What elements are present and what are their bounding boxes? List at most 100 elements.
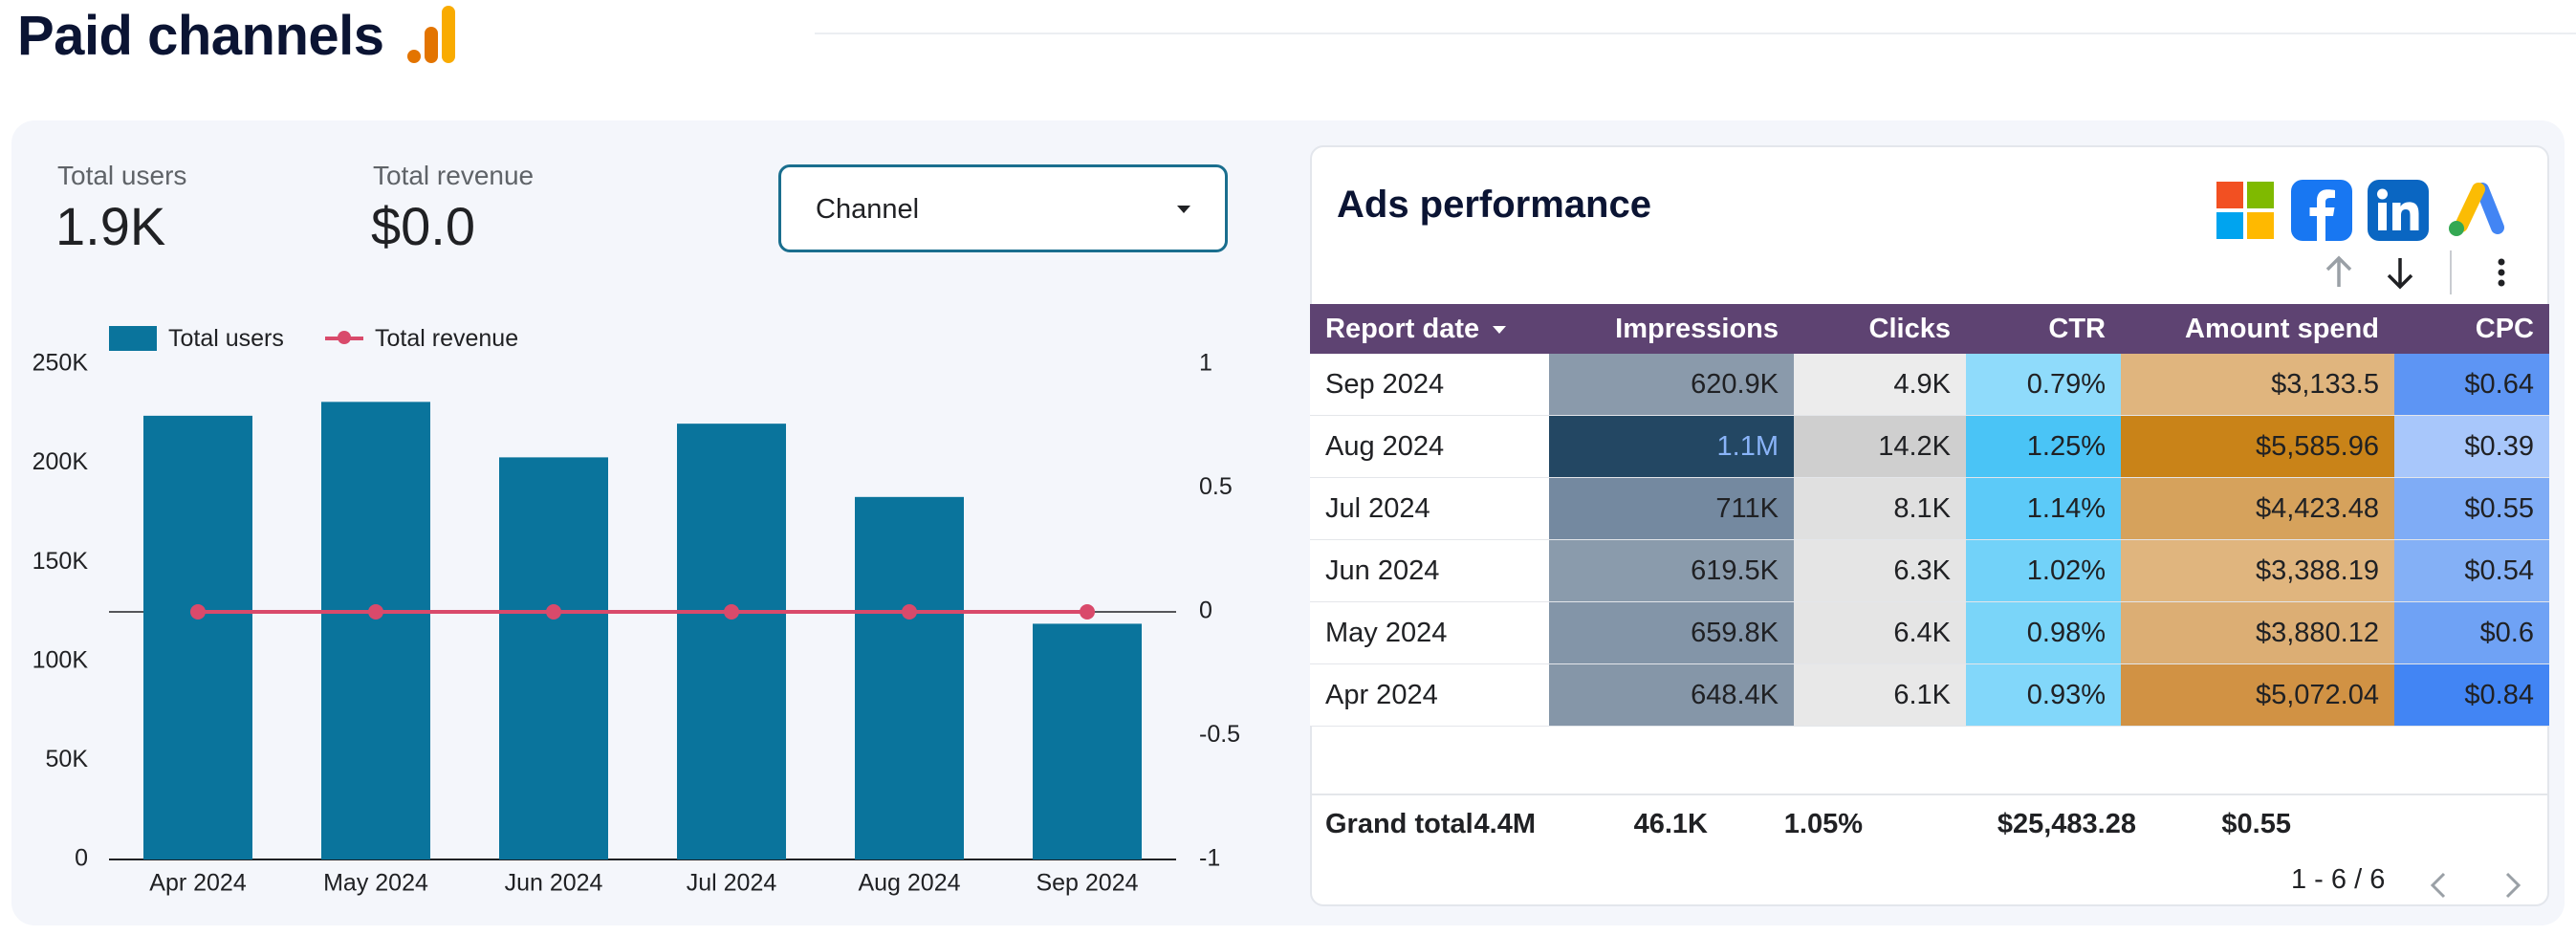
column-header-report-date[interactable]: Report date	[1310, 304, 1549, 354]
bar-total-users	[677, 424, 786, 859]
table-row: May 2024 659.8K 6.4K 0.98% $3,880.12 $0.6	[1310, 601, 2549, 664]
point-total-revenue	[724, 604, 739, 620]
channel-dropdown-label: Channel	[816, 194, 920, 225]
y-left-tick-label: 0	[75, 845, 88, 872]
column-header-ctr[interactable]: CTR	[1966, 304, 2121, 354]
cell-spend: $5,585.96	[2121, 415, 2394, 478]
cell-clicks: 14.2K	[1794, 415, 1966, 478]
grand-total-label: Grand total	[1325, 809, 1474, 839]
y-left-tick-label: 150K	[33, 548, 89, 575]
table-row: Sep 2024 620.9K 4.9K 0.79% $3,133.5 $0.64	[1310, 354, 2549, 416]
grand-total-cpc: $0.55	[2221, 809, 2291, 839]
cell-report-date: Jun 2024	[1310, 539, 1549, 602]
column-header-amount-spend[interactable]: Amount spend	[2121, 304, 2394, 354]
table-header-row: Report date Impressions Clicks CTR Amoun…	[1310, 304, 2549, 354]
google-analytics-icon	[407, 6, 455, 63]
google-ads-icon	[2449, 183, 2504, 236]
linkedin-icon	[2368, 180, 2429, 241]
point-total-revenue	[902, 604, 917, 620]
cell-clicks: 6.1K	[1794, 663, 1966, 727]
cell-clicks: 4.9K	[1794, 354, 1966, 416]
point-total-revenue	[190, 604, 206, 620]
point-total-revenue	[368, 604, 383, 620]
kpi-total-users-label: Total users	[57, 161, 187, 190]
y-right-tick-label: 1	[1199, 350, 1212, 377]
cell-spend: $3,388.19	[2121, 539, 2394, 602]
cell-report-date: Sep 2024	[1310, 354, 1549, 416]
bar-total-users	[321, 402, 430, 859]
sort-caret-icon	[1493, 325, 1507, 334]
kpi-total-users-value: 1.9K	[55, 196, 166, 256]
x-tick-label: Sep 2024	[1036, 870, 1138, 897]
cell-cpc: $0.39	[2394, 415, 2549, 478]
column-header-label: Report date	[1325, 313, 1480, 344]
y-right-tick-label: -0.5	[1199, 721, 1240, 748]
bar-total-users	[143, 415, 252, 859]
cell-clicks: 6.4K	[1794, 601, 1966, 664]
x-tick-label: Aug 2024	[858, 870, 960, 897]
toolbar-divider	[2450, 250, 2452, 294]
cell-ctr: 1.14%	[1966, 477, 2121, 540]
grand-total-ctr: 1.05%	[1783, 809, 1863, 839]
column-header-impressions[interactable]: Impressions	[1549, 304, 1794, 354]
bar-total-users	[855, 496, 964, 859]
grand-total-clicks: 46.1K	[1633, 809, 1708, 839]
ads-performance-table: Report date Impressions Clicks CTR Amoun…	[1310, 304, 2549, 727]
bar-total-users	[499, 457, 608, 859]
legend-bar-swatch	[109, 326, 157, 351]
cell-impressions: 619.5K	[1549, 539, 1794, 602]
cell-report-date: Jul 2024	[1310, 477, 1549, 540]
y-left-tick-label: 200K	[33, 448, 89, 475]
cell-ctr: 1.02%	[1966, 539, 2121, 602]
cell-cpc: $0.84	[2394, 663, 2549, 727]
bar-total-users	[1033, 623, 1142, 859]
header-divider	[815, 33, 2576, 34]
pagination-label: 1 - 6 / 6	[2291, 864, 2386, 895]
microsoft-ads-icon	[2216, 182, 2274, 239]
cell-ctr: 0.79%	[1966, 354, 2121, 416]
y-left-tick-label: 250K	[33, 350, 89, 377]
y-right-tick-label: 0.5	[1199, 473, 1233, 500]
cell-report-date: Apr 2024	[1310, 663, 1549, 727]
cell-clicks: 6.3K	[1794, 539, 1966, 602]
channel-dropdown[interactable]: Channel	[778, 164, 1228, 252]
point-total-revenue	[546, 604, 561, 620]
ads-performance-title: Ads performance	[1337, 184, 1651, 226]
more-options-icon[interactable]	[2484, 250, 2519, 294]
legend-total-users[interactable]: Total users	[109, 323, 284, 354]
column-header-clicks[interactable]: Clicks	[1794, 304, 1966, 354]
point-total-revenue	[1080, 604, 1095, 620]
cell-spend: $3,880.12	[2121, 601, 2394, 664]
users-revenue-chart: 0 50K 100K 150K 200K 250K -1 -0.5 0 0.5 1 Apr 2024 M…	[33, 350, 1240, 897]
grand-total-spend: $25,483.28	[1997, 809, 2136, 839]
next-page-button[interactable]	[2498, 868, 2526, 902]
grand-total-row: Grand total 4.4M 46.1K 1.05% $25,483.28 …	[1310, 794, 2549, 859]
cell-impressions: 711K	[1549, 477, 1794, 540]
cell-report-date: May 2024	[1310, 601, 1549, 664]
cell-impressions: 659.8K	[1549, 601, 1794, 664]
table-row: Jul 2024 711K 8.1K 1.14% $4,423.48 $0.55	[1310, 477, 2549, 540]
column-header-cpc[interactable]: CPC	[2394, 304, 2549, 354]
y-left-tick-label: 50K	[46, 746, 89, 772]
y-right-tick-label: 0	[1199, 598, 1212, 624]
kpi-total-revenue-value: $0.0	[371, 196, 475, 256]
y-right-tick-label: -1	[1199, 845, 1220, 872]
cell-ctr: 0.98%	[1966, 601, 2121, 664]
cell-ctr: 0.93%	[1966, 663, 2121, 727]
x-tick-label: Jun 2024	[505, 870, 603, 897]
caret-down-icon	[1177, 206, 1190, 213]
legend-total-revenue[interactable]: Total revenue	[325, 323, 518, 354]
sort-ascending-button[interactable]	[2320, 250, 2358, 294]
cell-cpc: $0.55	[2394, 477, 2549, 540]
cell-clicks: 8.1K	[1794, 477, 1966, 540]
sort-descending-button[interactable]	[2381, 250, 2419, 294]
previous-page-button[interactable]	[2425, 868, 2454, 902]
cell-spend: $5,072.04	[2121, 663, 2394, 727]
grand-total-impressions: 4.4M	[1474, 809, 1536, 839]
legend-line-swatch	[325, 331, 363, 344]
table-row: Apr 2024 648.4K 6.1K 0.93% $5,072.04 $0.84	[1310, 663, 2549, 727]
cell-cpc: $0.6	[2394, 601, 2549, 664]
cell-cpc: $0.54	[2394, 539, 2549, 602]
cell-impressions: 648.4K	[1549, 663, 1794, 727]
cell-spend: $4,423.48	[2121, 477, 2394, 540]
